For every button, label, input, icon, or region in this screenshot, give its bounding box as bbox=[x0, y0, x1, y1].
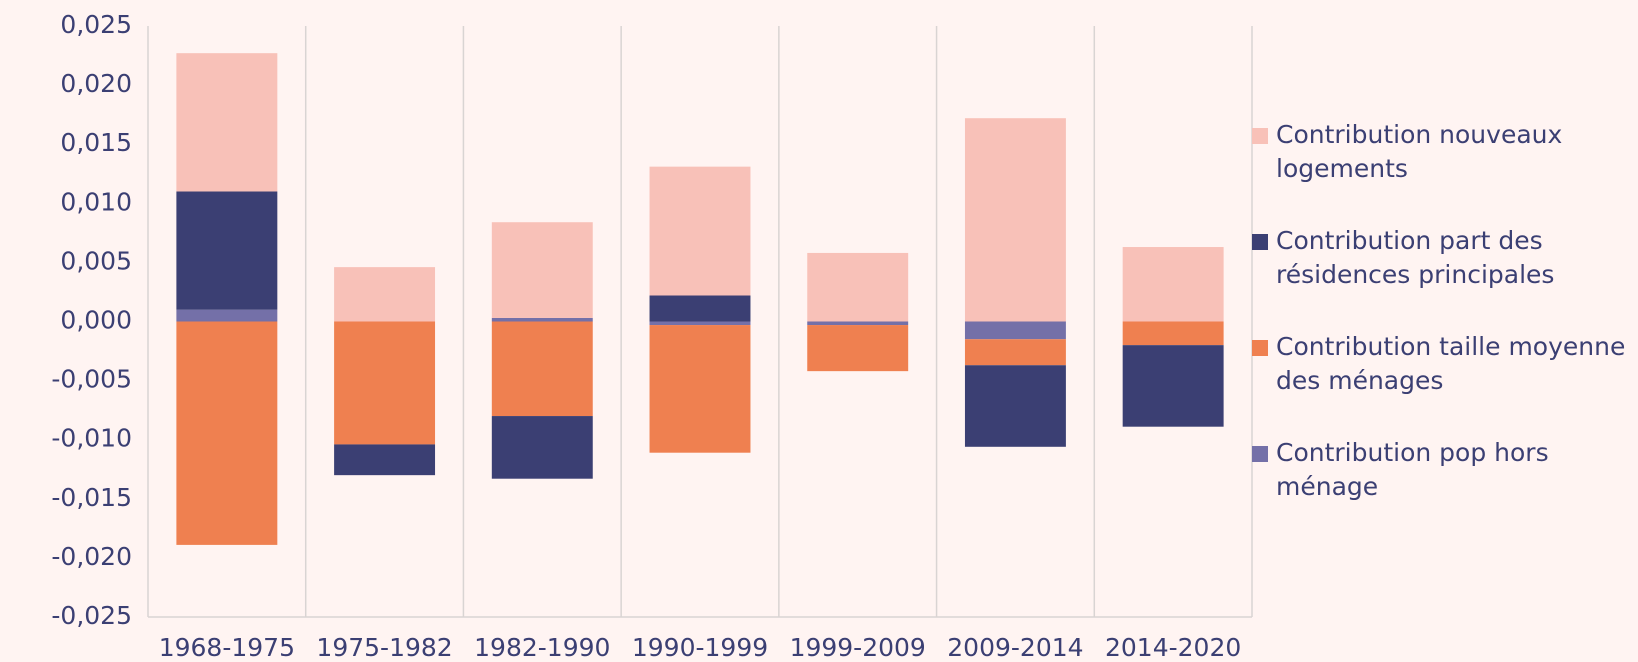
legend-item: Contribution part des résidences princip… bbox=[1252, 224, 1632, 292]
bar-segment bbox=[1122, 321, 1224, 346]
y-tick-label: 0,010 bbox=[60, 187, 132, 216]
y-tick-label: -0,005 bbox=[51, 365, 132, 394]
legend-swatch bbox=[1252, 128, 1268, 144]
bar-segment bbox=[649, 321, 751, 326]
bar-segment bbox=[1122, 247, 1224, 322]
legend-label: Contribution taille moyenne des ménages bbox=[1276, 332, 1626, 395]
bar-segment bbox=[807, 321, 909, 326]
bar-segment bbox=[649, 325, 751, 453]
bar-segment bbox=[491, 416, 593, 479]
y-tick-label: -0,015 bbox=[51, 483, 132, 512]
bar-segment bbox=[964, 365, 1066, 447]
y-tick-label: 0,020 bbox=[60, 69, 132, 98]
bar-segment bbox=[964, 339, 1066, 366]
legend-item: Contribution pop hors ménage bbox=[1252, 436, 1632, 504]
y-tick-label: 0,005 bbox=[60, 246, 132, 275]
bar-segment bbox=[491, 317, 593, 322]
y-tick-label: -0,025 bbox=[51, 601, 132, 630]
y-tick-label: 0,000 bbox=[60, 306, 132, 335]
bar-segment bbox=[649, 166, 751, 296]
bar-segment bbox=[964, 321, 1066, 340]
bar-segment bbox=[176, 309, 278, 322]
y-tick-label: -0,010 bbox=[51, 424, 132, 453]
x-tick-label: 1999-2009 bbox=[790, 633, 926, 662]
legend-item: Contribution nouveaux logements bbox=[1252, 118, 1632, 186]
bar-segment bbox=[176, 191, 278, 310]
bar-segment bbox=[649, 295, 751, 322]
bar-segment bbox=[176, 321, 278, 545]
bar-segment bbox=[1122, 345, 1224, 427]
legend-swatch bbox=[1252, 234, 1268, 250]
legend-label: Contribution part des résidences princip… bbox=[1276, 226, 1555, 289]
y-tick-label: 0,025 bbox=[60, 10, 132, 39]
legend-item: Contribution taille moyenne des ménages bbox=[1252, 330, 1632, 398]
legend-swatch bbox=[1252, 446, 1268, 462]
legend-label: Contribution pop hors ménage bbox=[1276, 438, 1549, 501]
x-tick-label: 1982-1990 bbox=[474, 633, 610, 662]
bar-segment bbox=[491, 321, 593, 417]
x-tick-label: 1968-1975 bbox=[159, 633, 295, 662]
bar-segment bbox=[334, 321, 436, 445]
y-tick-label: 0,015 bbox=[60, 128, 132, 157]
legend-label: Contribution nouveaux logements bbox=[1276, 120, 1563, 183]
x-tick-label: 1975-1982 bbox=[316, 633, 452, 662]
legend-swatch bbox=[1252, 340, 1268, 356]
bar-segment bbox=[176, 53, 278, 192]
bar-segment bbox=[334, 267, 436, 322]
y-tick-label: -0,020 bbox=[51, 542, 132, 571]
bar-segment bbox=[964, 118, 1066, 322]
bar-segment bbox=[807, 325, 909, 372]
bar-segment bbox=[491, 222, 593, 318]
x-tick-label: 2009-2014 bbox=[947, 633, 1083, 662]
bar-segment bbox=[334, 444, 436, 476]
x-tick-label: 2014-2020 bbox=[1105, 633, 1241, 662]
x-tick-label: 1990-1999 bbox=[632, 633, 768, 662]
legend: Contribution nouveaux logements Contribut… bbox=[1252, 118, 1632, 504]
bar-segment bbox=[807, 252, 909, 322]
